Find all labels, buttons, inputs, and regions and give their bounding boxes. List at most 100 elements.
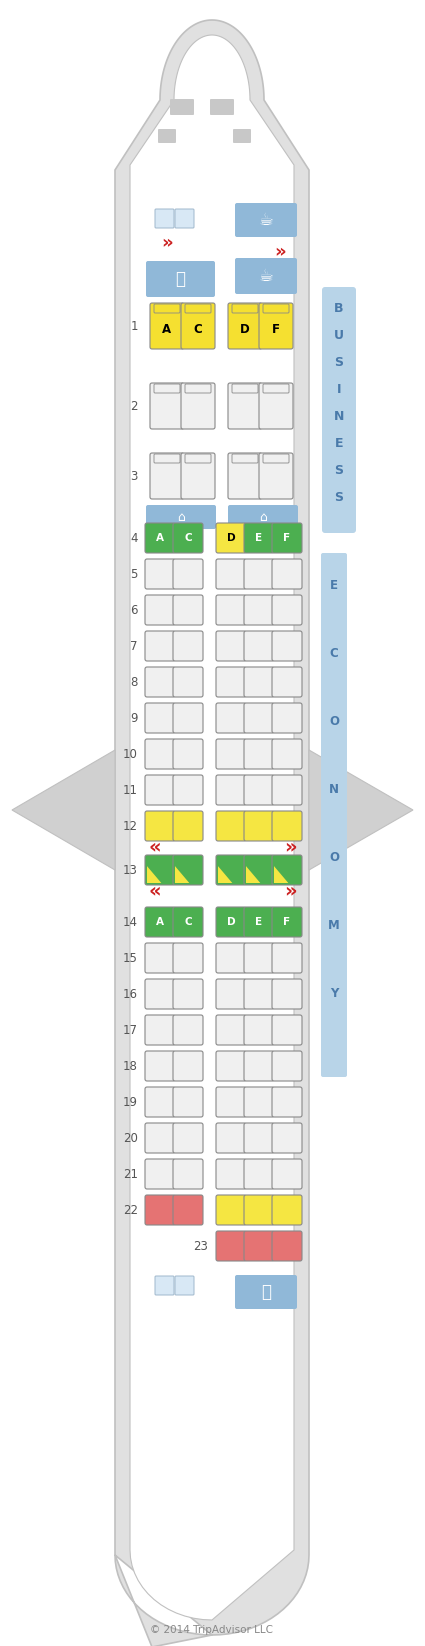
FancyBboxPatch shape xyxy=(244,703,274,732)
FancyBboxPatch shape xyxy=(216,667,246,696)
FancyBboxPatch shape xyxy=(173,979,203,1009)
Text: 8: 8 xyxy=(130,675,138,688)
FancyBboxPatch shape xyxy=(272,739,302,769)
FancyBboxPatch shape xyxy=(145,811,175,841)
Text: O: O xyxy=(329,714,339,728)
FancyBboxPatch shape xyxy=(145,560,175,589)
Polygon shape xyxy=(130,35,294,1620)
Text: 16: 16 xyxy=(123,988,138,1001)
FancyBboxPatch shape xyxy=(244,1016,274,1045)
FancyBboxPatch shape xyxy=(244,943,274,973)
FancyBboxPatch shape xyxy=(272,560,302,589)
FancyBboxPatch shape xyxy=(272,979,302,1009)
FancyBboxPatch shape xyxy=(272,1159,302,1188)
FancyBboxPatch shape xyxy=(216,1052,246,1081)
FancyBboxPatch shape xyxy=(155,209,174,229)
Text: E: E xyxy=(330,578,338,591)
FancyBboxPatch shape xyxy=(210,99,234,115)
FancyBboxPatch shape xyxy=(145,703,175,732)
Text: 14: 14 xyxy=(123,915,138,928)
Text: S: S xyxy=(334,491,343,504)
FancyBboxPatch shape xyxy=(244,1086,274,1118)
FancyBboxPatch shape xyxy=(244,979,274,1009)
FancyBboxPatch shape xyxy=(216,1159,246,1188)
Text: »: » xyxy=(161,234,173,252)
FancyBboxPatch shape xyxy=(173,560,203,589)
FancyBboxPatch shape xyxy=(216,907,246,937)
Text: ☕: ☕ xyxy=(258,267,273,285)
Text: 22: 22 xyxy=(123,1203,138,1216)
Polygon shape xyxy=(175,866,189,882)
FancyBboxPatch shape xyxy=(235,202,297,237)
FancyBboxPatch shape xyxy=(175,1276,194,1295)
FancyBboxPatch shape xyxy=(216,739,246,769)
FancyBboxPatch shape xyxy=(272,775,302,805)
FancyBboxPatch shape xyxy=(216,594,246,625)
Text: S: S xyxy=(334,464,343,476)
FancyBboxPatch shape xyxy=(175,209,194,229)
Text: N: N xyxy=(334,410,344,423)
Text: N: N xyxy=(329,782,339,795)
FancyBboxPatch shape xyxy=(145,1159,175,1188)
Polygon shape xyxy=(274,866,288,882)
FancyBboxPatch shape xyxy=(272,667,302,696)
FancyBboxPatch shape xyxy=(228,505,298,528)
FancyBboxPatch shape xyxy=(216,1195,246,1225)
FancyBboxPatch shape xyxy=(145,594,175,625)
FancyBboxPatch shape xyxy=(173,594,203,625)
FancyBboxPatch shape xyxy=(173,943,203,973)
Polygon shape xyxy=(12,751,115,871)
FancyBboxPatch shape xyxy=(145,907,175,937)
FancyBboxPatch shape xyxy=(145,1016,175,1045)
Text: 15: 15 xyxy=(123,951,138,965)
FancyBboxPatch shape xyxy=(145,739,175,769)
FancyBboxPatch shape xyxy=(244,811,274,841)
FancyBboxPatch shape xyxy=(216,854,246,886)
FancyBboxPatch shape xyxy=(154,384,180,393)
FancyBboxPatch shape xyxy=(150,384,184,430)
FancyBboxPatch shape xyxy=(235,1276,297,1309)
Text: 12: 12 xyxy=(123,820,138,833)
FancyBboxPatch shape xyxy=(272,1123,302,1152)
FancyBboxPatch shape xyxy=(145,1195,175,1225)
FancyBboxPatch shape xyxy=(173,854,203,886)
FancyBboxPatch shape xyxy=(145,775,175,805)
FancyBboxPatch shape xyxy=(145,523,175,553)
FancyBboxPatch shape xyxy=(259,303,293,349)
FancyBboxPatch shape xyxy=(272,1086,302,1118)
FancyBboxPatch shape xyxy=(150,303,184,349)
FancyBboxPatch shape xyxy=(272,630,302,662)
FancyBboxPatch shape xyxy=(216,979,246,1009)
Text: D: D xyxy=(227,917,235,927)
FancyBboxPatch shape xyxy=(145,943,175,973)
Text: »: » xyxy=(283,882,296,900)
Text: «: « xyxy=(149,838,162,856)
FancyBboxPatch shape xyxy=(244,1052,274,1081)
FancyBboxPatch shape xyxy=(173,630,203,662)
FancyBboxPatch shape xyxy=(173,703,203,732)
Text: U: U xyxy=(334,329,344,341)
Text: 6: 6 xyxy=(130,604,138,617)
Text: ⌂: ⌂ xyxy=(259,510,267,523)
FancyBboxPatch shape xyxy=(244,560,274,589)
FancyBboxPatch shape xyxy=(216,1231,246,1261)
Text: © 2014 TripAdvisor LLC: © 2014 TripAdvisor LLC xyxy=(150,1625,274,1634)
FancyBboxPatch shape xyxy=(259,453,293,499)
FancyBboxPatch shape xyxy=(181,384,215,430)
FancyBboxPatch shape xyxy=(228,384,262,430)
FancyBboxPatch shape xyxy=(173,1052,203,1081)
Text: »: » xyxy=(283,838,296,856)
FancyBboxPatch shape xyxy=(173,667,203,696)
FancyBboxPatch shape xyxy=(173,907,203,937)
Text: E: E xyxy=(255,533,263,543)
Text: 1: 1 xyxy=(130,319,138,332)
Text: 7: 7 xyxy=(130,640,138,652)
FancyBboxPatch shape xyxy=(150,453,184,499)
FancyBboxPatch shape xyxy=(154,305,180,313)
Text: C: C xyxy=(184,917,192,927)
Text: F: F xyxy=(283,533,291,543)
FancyBboxPatch shape xyxy=(173,1086,203,1118)
FancyBboxPatch shape xyxy=(228,303,262,349)
FancyBboxPatch shape xyxy=(321,553,347,1076)
FancyBboxPatch shape xyxy=(173,1195,203,1225)
